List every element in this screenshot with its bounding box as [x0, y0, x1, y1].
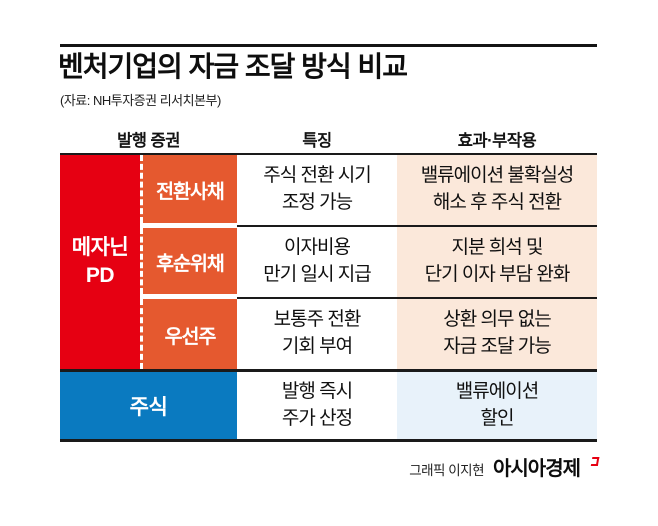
asiae-logo-mark-icon	[590, 457, 600, 466]
source-note: (자료: NH투자증권 리서치본부)	[60, 93, 221, 108]
effect-line: 밸류에이션	[455, 380, 539, 402]
feature-cell-row2: 이자비용 만기 일시 지급	[237, 227, 397, 297]
effect-cell-stock: 밸류에이션 할인	[397, 372, 597, 439]
group-label-line2: PD	[85, 264, 115, 287]
effect-line: 밸류에이션 불확실성	[420, 165, 575, 187]
table-bottom-border	[60, 439, 597, 442]
security-cell-preferred-stock: 우선주	[140, 299, 237, 369]
effect-cell-row3: 상환 의무 없는 자금 조달 가능	[397, 299, 597, 369]
effect-cell-row2: 지분 희석 및 단기 이자 부담 완화	[397, 227, 597, 297]
column-header-security: 발행 증권	[117, 132, 180, 150]
feature-line: 발행 즉시	[281, 380, 353, 402]
feature-line: 주가 산정	[281, 407, 353, 429]
security-cell-subordinated-bond: 후순위채	[140, 228, 237, 294]
effect-line: 해소 후 주식 전환	[432, 192, 562, 213]
group-cell-mezzanine-pd: 메자닌 PD	[60, 155, 140, 369]
feature-line: 기회 부여	[281, 336, 353, 357]
row-divider-2	[237, 297, 597, 299]
feature-cell-row1: 주식 전환 시기 조정 가능	[237, 155, 397, 225]
feature-line: 주식 전환 시기	[263, 165, 371, 187]
group-label-line1: 메자닌	[71, 235, 129, 259]
effect-line: 단기 이자 부담 완화	[424, 264, 571, 285]
comparison-table: 메자닌 PD 전환사채 후순위채 우선주 주식 전환 시기 조정 가능 이자비용…	[60, 153, 597, 442]
column-header-feature: 특징	[302, 132, 332, 150]
column-header-effect: 효과·부작용	[457, 132, 537, 150]
feature-cell-row3: 보통주 전환 기회 부여	[237, 299, 397, 369]
effect-cell-row1: 밸류에이션 불확실성 해소 후 주식 전환	[397, 155, 597, 225]
table-top-border	[60, 153, 597, 155]
effect-line: 할인	[480, 407, 515, 429]
top-rule	[60, 44, 597, 47]
page-title: 벤처기업의 자금 조달 방식 비교	[58, 51, 408, 82]
security-cell-stock: 주식	[60, 372, 237, 439]
graphic-credit: 그래픽 이지현	[409, 463, 484, 478]
row-divider-1	[237, 225, 597, 227]
credit-line: 그래픽 이지현 아시아경제	[60, 452, 600, 480]
feature-line: 조정 가능	[281, 192, 353, 213]
column-header-row: 발행 증권 특징 효과·부작용	[60, 127, 597, 150]
effect-line: 상환 의무 없는	[443, 309, 551, 331]
effect-line: 자금 조달 가능	[443, 336, 551, 357]
feature-line: 보통주 전환	[273, 309, 362, 331]
security-cell-convertible-bond: 전환사채	[140, 155, 237, 223]
feature-line: 만기 일시 지급	[263, 264, 371, 285]
feature-line: 이자비용	[284, 237, 351, 259]
effect-line: 지분 희석 및	[451, 237, 544, 259]
stock-row-top-border	[60, 369, 597, 372]
asiae-logo: 아시아경제	[493, 458, 581, 480]
feature-cell-stock: 발행 즉시 주가 산정	[237, 372, 397, 439]
